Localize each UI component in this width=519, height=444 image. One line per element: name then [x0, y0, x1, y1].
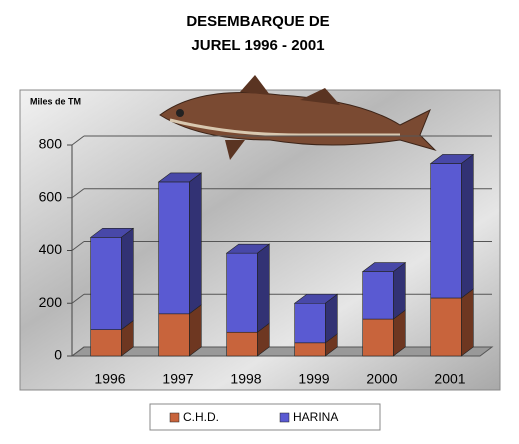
bar	[226, 331, 258, 357]
x-tick-label: 1996	[94, 371, 125, 387]
legend-swatch	[169, 412, 180, 423]
y-tick-label: 200	[39, 294, 63, 310]
grid-line	[71, 188, 85, 199]
y-axis-label: Miles de TM	[30, 96, 81, 106]
legend-label: C.H.D.	[183, 410, 219, 424]
bar-side	[460, 153, 474, 299]
bar-top	[361, 262, 407, 272]
bar-top	[225, 243, 271, 254]
bar	[158, 181, 190, 315]
chart-title: JUREL 1996 - 2001	[191, 37, 324, 54]
bar	[158, 313, 190, 357]
bar-side	[460, 288, 474, 357]
x-tick-label: 1998	[230, 371, 261, 387]
bar-top	[157, 172, 203, 183]
bar-top	[89, 228, 135, 238]
grid-line	[71, 241, 85, 251]
bar	[226, 252, 258, 333]
bar	[430, 163, 462, 299]
legend	[149, 403, 381, 431]
bar	[90, 329, 122, 357]
bar	[90, 237, 122, 330]
chart-title: DESEMBARQUE DE	[186, 13, 329, 30]
bar-side	[392, 262, 406, 320]
bar-side	[189, 172, 202, 315]
bar	[294, 302, 326, 344]
x-tick-label: 1999	[298, 371, 329, 387]
bar-side	[121, 227, 134, 331]
x-tick-label: 2000	[366, 371, 397, 387]
grid-line	[71, 346, 85, 357]
y-tick-label: 0	[54, 347, 62, 363]
bar	[362, 318, 394, 357]
bar-side	[256, 243, 270, 333]
x-tick-label: 1997	[162, 371, 193, 387]
grid-line	[71, 135, 85, 146]
bar	[430, 297, 462, 357]
bar-top	[429, 154, 475, 164]
bar	[362, 271, 394, 320]
y-tick-label: 800	[39, 136, 63, 152]
y-tick-label: 600	[39, 188, 63, 204]
bar	[294, 342, 326, 357]
floor	[70, 346, 494, 357]
legend-label: HARINA	[293, 410, 338, 424]
y-tick-label: 400	[39, 241, 63, 257]
x-tick-label: 2001	[434, 371, 465, 387]
bar-top	[293, 293, 339, 304]
legend-swatch	[279, 412, 290, 423]
grid-line	[71, 293, 85, 304]
